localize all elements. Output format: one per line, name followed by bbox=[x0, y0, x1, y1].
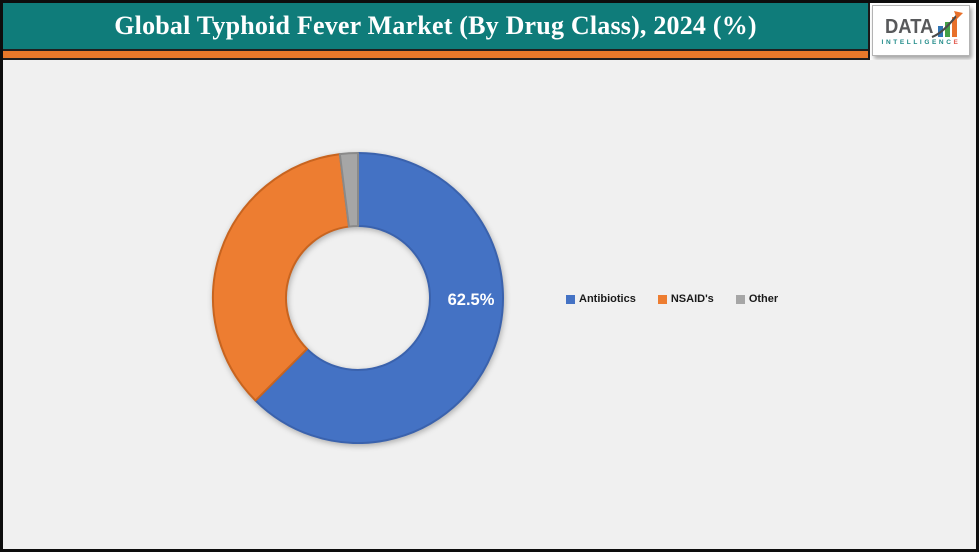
pie-slice-antibiotics bbox=[254, 152, 504, 444]
bar-chart-icon bbox=[931, 11, 964, 39]
logo-bar-2 bbox=[945, 22, 951, 37]
donut-chart: 62.5% bbox=[212, 151, 504, 444]
title-banner: Global Typhoid Fever Market (By Drug Cla… bbox=[3, 3, 868, 51]
legend-label-antibiotics: Antibiotics bbox=[579, 293, 636, 305]
logo-row: DATA bbox=[884, 11, 964, 39]
legend-swatch-antibiotics bbox=[566, 294, 575, 304]
legend-item-nsaid-s: NSAID's bbox=[657, 293, 714, 305]
legend-swatch-nsaid-s bbox=[657, 294, 667, 304]
pie-slice-nsaid-s bbox=[212, 153, 350, 402]
legend: Antibiotics NSAID's Other bbox=[566, 291, 778, 307]
chart-title: Global Typhoid Fever Market (By Drug Cla… bbox=[114, 11, 757, 40]
legend-swatch-other bbox=[735, 294, 745, 304]
legend-item-antibiotics: Antibiotics bbox=[566, 293, 636, 305]
legend-item-other: Other bbox=[735, 293, 779, 305]
legend-label-nsaid-s: NSAID's bbox=[670, 293, 714, 305]
accent-stripe bbox=[3, 51, 868, 60]
logo-area: DATA INTELLIGENCE bbox=[870, 3, 976, 60]
logo-subtext: INTELLIGENCE bbox=[881, 39, 961, 46]
header: Global Typhoid Fever Market (By Drug Cla… bbox=[3, 3, 976, 60]
slice-data-label: 62.5% bbox=[448, 291, 495, 309]
chart-area: 62.5% Antibiotics NSAID's Other bbox=[3, 60, 976, 549]
logo: DATA INTELLIGENCE bbox=[872, 5, 970, 56]
pie-slice-other bbox=[338, 151, 359, 228]
legend-label-other: Other bbox=[748, 293, 779, 305]
header-banner-area: Global Typhoid Fever Market (By Drug Cla… bbox=[3, 3, 870, 60]
logo-text: DATA bbox=[884, 16, 934, 38]
logo-bar-3 bbox=[952, 17, 958, 37]
growth-arrow-icon bbox=[931, 11, 964, 39]
